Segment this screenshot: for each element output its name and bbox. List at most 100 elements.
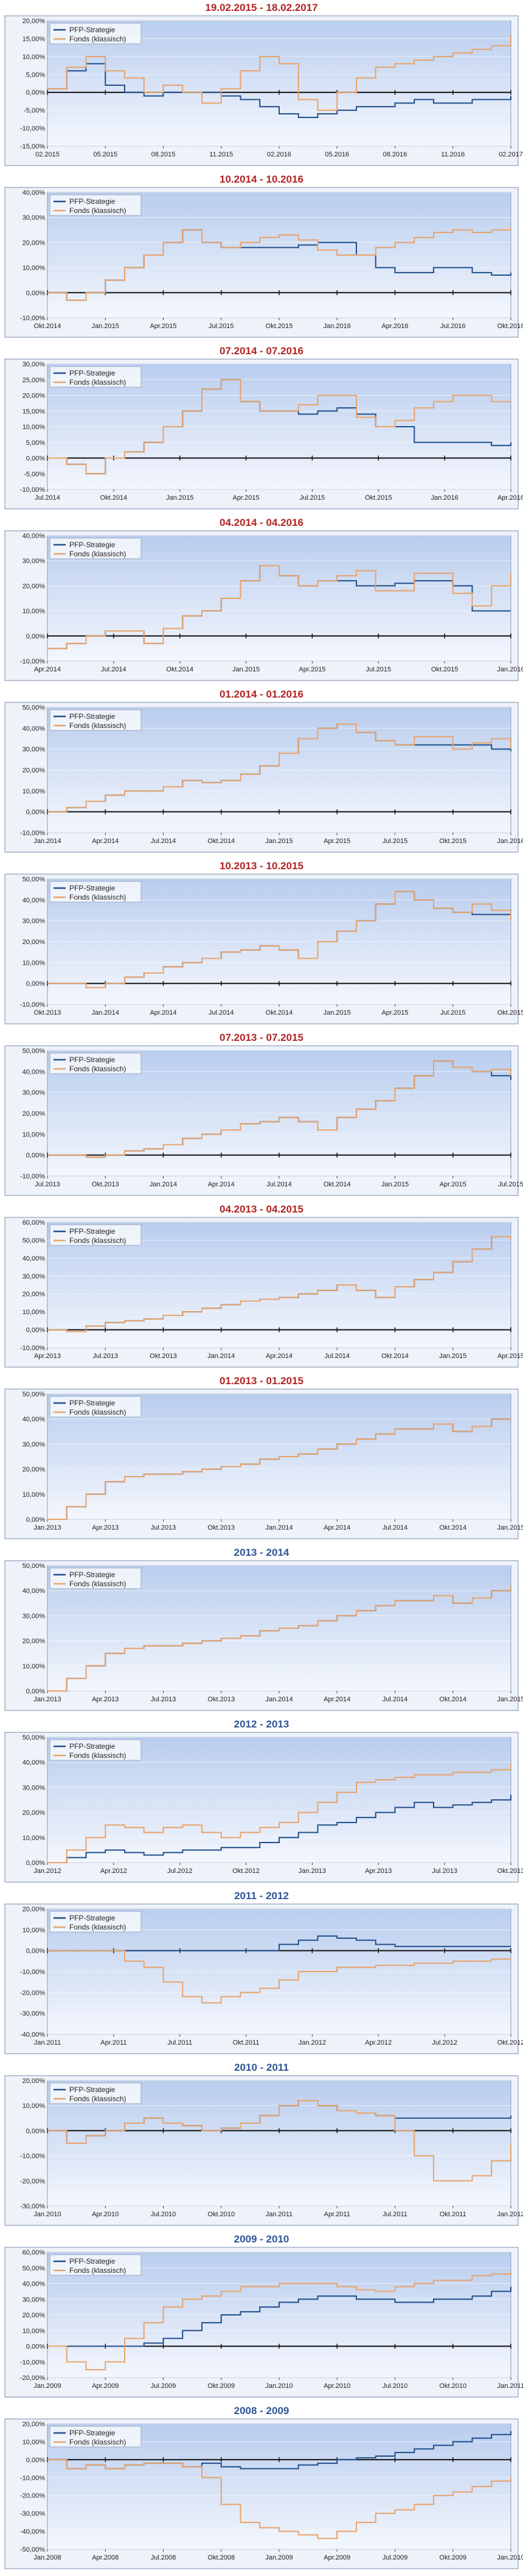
y-tick-label: 15,00%: [23, 35, 46, 43]
y-tick-label: -5,00%: [24, 107, 45, 114]
y-tick-label: 30,00%: [23, 746, 46, 754]
x-tick-label: Jul.2008: [151, 2554, 176, 2561]
legend: [49, 1567, 142, 1589]
x-tick-label: Okt.2013: [92, 1181, 119, 1188]
x-tick-label: Apr.2010: [324, 2382, 350, 2390]
y-tick-label: 20,00%: [23, 1810, 46, 1817]
chart-panel: 2010 - 2011 20,00% 10,00% 0,00% -10,00% -20,0…: [4, 2062, 523, 2226]
y-tick-label: -10,00%: [20, 1969, 45, 1976]
x-tick-label: Jan.2016: [431, 494, 459, 502]
x-tick-label: Apr.2016: [497, 494, 523, 502]
y-tick-label: 10,00%: [23, 959, 46, 967]
series-line-fonds-klassisch: [47, 1762, 511, 1863]
x-tick-label: Apr.2016: [381, 323, 408, 330]
y-tick-label: 30,00%: [23, 1441, 46, 1448]
chart-title: 2008 - 2009: [234, 2405, 289, 2417]
y-tick-label: 20,00%: [23, 583, 46, 590]
x-tick-label: Jan.2016: [497, 838, 523, 845]
y-tick-label: 10,00%: [23, 2102, 46, 2110]
chart-panel: 2013 - 2014 50,00% 40,00% 30,00% 20,00% 10,00…: [4, 1547, 523, 1711]
x-tick-label: Okt.2013: [497, 1867, 523, 1875]
x-tick-label: Okt.2014: [439, 1524, 466, 1531]
chart-panel: 07.2013 - 07.2015 50,00% 40,00% 30,00% 20,00…: [4, 1032, 523, 1196]
x-tick-label: Jan.2011: [34, 2039, 61, 2046]
y-tick-label: 30,00%: [23, 918, 46, 925]
y-tick-label: -20,00%: [20, 2493, 45, 2500]
y-tick-label: 30,00%: [23, 2296, 46, 2303]
x-tick-label: Jan.2015: [166, 494, 193, 502]
x-tick-label: Apr.2015: [440, 1181, 466, 1188]
x-tick-label: Apr.2014: [92, 838, 119, 845]
y-tick-label: 10,00%: [23, 1663, 46, 1670]
legend-label-fonds: Fonds (klassisch): [69, 1923, 126, 1931]
y-tick-label: 0,00%: [26, 290, 45, 297]
x-tick-label: Jan.2015: [92, 323, 119, 330]
legend-label-pfp: PFP-Strategie: [69, 541, 116, 549]
chart-panel: 01.2013 - 01.2015 50,00% 40,00% 30,00% 20,00…: [4, 1375, 523, 1539]
x-tick-label: Okt.2011: [233, 2039, 260, 2046]
legend-label-fonds: Fonds (klassisch): [69, 1751, 126, 1760]
x-tick-label: Jan.2011: [497, 2382, 523, 2390]
x-tick-label: Jul.2010: [383, 2382, 408, 2390]
y-tick-label: -20,00%: [20, 1989, 45, 1997]
x-tick-label: Okt.2014: [439, 1696, 466, 1703]
x-tick-label: Okt.2016: [497, 323, 523, 330]
x-tick-label: Jul.2014: [383, 1696, 408, 1703]
chart-title: 2013 - 2014: [234, 1547, 289, 1558]
x-tick-label: Okt.2009: [439, 2554, 466, 2561]
y-tick-label: 30,00%: [23, 558, 46, 565]
x-tick-label: Apr.2015: [299, 666, 325, 673]
y-tick-label: -30,00%: [20, 2203, 45, 2210]
y-tick-label: 10,00%: [23, 788, 46, 795]
y-tick-label: 10,00%: [23, 265, 46, 272]
legend: [49, 1052, 142, 1074]
y-tick-label: 0,00%: [26, 1948, 45, 1955]
x-tick-label: Okt.2010: [207, 2211, 235, 2218]
series-line-fonds-klassisch: [47, 2270, 511, 2371]
legend: [49, 23, 142, 44]
y-tick-label: 0,00%: [26, 1516, 45, 1524]
x-tick-label: Jul.2012: [432, 2039, 457, 2046]
x-tick-label: Jan.2016: [324, 323, 351, 330]
x-tick-label: Okt.2008: [207, 2554, 235, 2561]
y-tick-label: 0,00%: [26, 1152, 45, 1160]
y-tick-label: -40,00%: [20, 2031, 45, 2039]
y-tick-label: -10,00%: [20, 1001, 45, 1009]
chart-title: 2010 - 2011: [234, 2062, 289, 2073]
x-tick-label: 08.2016: [383, 151, 407, 158]
x-tick-label: Apr.2015: [381, 1009, 408, 1017]
y-tick-label: -50,00%: [20, 2546, 45, 2553]
x-tick-label: Apr.2013: [365, 1867, 392, 1875]
legend-label-pfp: PFP-Strategie: [69, 26, 116, 34]
y-tick-label: 60,00%: [23, 1219, 46, 1227]
legend-label-pfp: PFP-Strategie: [69, 197, 116, 206]
y-tick-label: 20,00%: [23, 2421, 46, 2428]
y-tick-label: 10,00%: [23, 1131, 46, 1138]
x-tick-label: Jan.2015: [497, 1696, 523, 1703]
x-tick-label: Okt.2014: [381, 1353, 409, 1360]
y-tick-label: 50,00%: [23, 1391, 46, 1398]
x-tick-label: Jul.2013: [151, 1696, 176, 1703]
legend: [49, 366, 142, 388]
chart-title: 01.2014 - 01.2016: [220, 688, 303, 700]
y-tick-label: 50,00%: [23, 876, 46, 883]
chart-title: 19.02.2015 - 18.02.2017: [205, 2, 317, 13]
x-tick-label: 02.2017: [499, 151, 523, 158]
legend-label-pfp: PFP-Strategie: [69, 884, 116, 892]
chart-title: 2012 - 2013: [234, 1718, 289, 1730]
y-tick-label: 50,00%: [23, 1237, 46, 1244]
y-tick-label: 10,00%: [23, 1491, 46, 1499]
chart-title: 07.2014 - 07.2016: [220, 345, 303, 357]
x-tick-label: 08.2015: [151, 151, 176, 158]
legend-label-pfp: PFP-Strategie: [69, 2429, 116, 2437]
y-tick-label: 5,00%: [26, 71, 45, 79]
chart-panel: 2012 - 2013 50,00% 40,00% 30,00% 20,00% 10,00…: [4, 1718, 523, 1883]
x-tick-label: Jan.2008: [33, 2554, 61, 2561]
x-tick-label: Apr.2014: [266, 1353, 293, 1360]
y-tick-label: 40,00%: [23, 725, 46, 732]
series-line-fonds-klassisch: [47, 35, 511, 111]
x-tick-label: Jul.2014: [101, 666, 126, 673]
y-tick-label: -15,00%: [20, 143, 45, 150]
y-tick-label: 40,00%: [23, 1068, 46, 1076]
